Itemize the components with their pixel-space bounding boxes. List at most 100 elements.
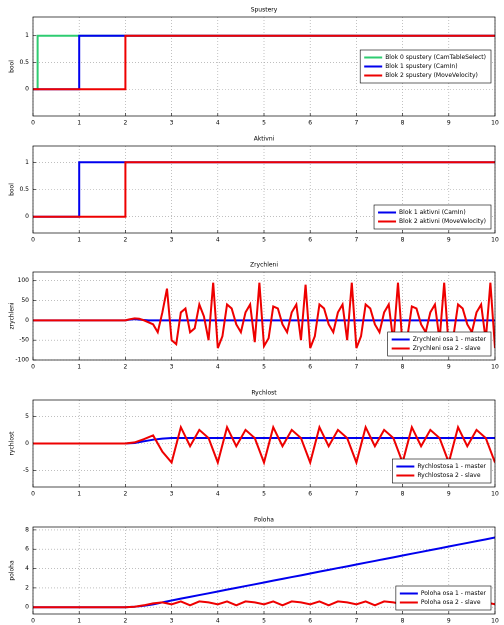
series-line <box>33 161 495 218</box>
x-tick-label: 8 <box>401 237 405 244</box>
chart-title: Spustery <box>251 7 278 14</box>
legend-label: Blok 2 aktivni (MoveVelocity) <box>399 218 486 225</box>
legend-label: Blok 2 spustery (MoveVelocity) <box>385 72 478 79</box>
x-tick-label: 9 <box>447 364 451 371</box>
y-tick-label: 0 <box>25 213 29 220</box>
x-tick-label: 4 <box>216 120 220 127</box>
x-tick-label: 6 <box>308 491 312 498</box>
y-tick-label: 100 <box>18 277 30 284</box>
chart-title: Aktivni <box>254 136 275 143</box>
x-tick-label: 2 <box>123 364 127 371</box>
legend-label: Rychlostosa 2 - slave <box>417 472 481 479</box>
x-tick-label: 3 <box>170 120 174 127</box>
y-tick-label: -100 <box>15 357 29 364</box>
legend-label: Zrychleni osa 1 - master <box>413 336 487 343</box>
x-tick-label: 4 <box>216 237 220 244</box>
x-tick-label: 1 <box>77 618 81 625</box>
series-line <box>33 424 495 466</box>
y-tick-label: 1 <box>25 32 29 39</box>
legend-box <box>395 585 492 611</box>
y-tick-label: 1 <box>25 159 29 166</box>
x-tick-label: 5 <box>262 491 266 498</box>
x-tick-label: 10 <box>491 237 499 244</box>
x-tick-label: 9 <box>447 491 451 498</box>
legend: Blok 1 aktivni (CamIn) Blok 2 aktivni (Mo… <box>373 204 492 230</box>
y-axis-label: zrychleni <box>9 302 16 329</box>
x-tick-label: 2 <box>123 120 127 127</box>
x-tick-label: 0 <box>31 364 35 371</box>
y-tick-label: 0 <box>25 86 29 93</box>
y-tick-label: 0 <box>25 317 29 324</box>
x-tick-label: 7 <box>354 237 358 244</box>
y-tick-label: 0 <box>25 440 29 447</box>
x-tick-label: 0 <box>31 491 35 498</box>
x-tick-label: 3 <box>170 237 174 244</box>
plot-frame <box>32 145 496 234</box>
legend-label: Blok 1 spustery (CamIn) <box>385 63 457 70</box>
x-tick-label: 0 <box>31 120 35 127</box>
x-tick-label: 9 <box>447 237 451 244</box>
x-tick-label: 4 <box>216 491 220 498</box>
x-tick-label: 10 <box>491 491 499 498</box>
plot-frame <box>32 526 496 615</box>
y-tick-label: 6 <box>25 546 29 553</box>
x-tick-label: 0 <box>31 237 35 244</box>
x-tick-label: 6 <box>308 618 312 625</box>
x-tick-label: 7 <box>354 120 358 127</box>
x-tick-label: 8 <box>401 618 405 625</box>
x-tick-label: 6 <box>308 120 312 127</box>
chart-title: Rychlost <box>251 390 277 397</box>
legend-label: Blok 1 aktivni (CamIn) <box>399 209 466 216</box>
legend: Rychlostosa 1 - master Rychlostosa 2 - sl… <box>392 458 492 484</box>
x-tick-label: 0 <box>31 618 35 625</box>
x-tick-label: 10 <box>491 364 499 371</box>
plot-frame <box>32 399 496 488</box>
x-tick-label: 5 <box>262 237 266 244</box>
x-tick-label: 2 <box>123 237 127 244</box>
legend-label: Zrychleni osa 2 - slave <box>413 345 481 352</box>
y-tick-label: 0.5 <box>19 186 29 193</box>
legend-box <box>387 331 492 357</box>
plot-frame <box>32 271 496 361</box>
legend: Zrychleni osa 1 - master Zrychleni osa 2 … <box>387 331 492 357</box>
legend: Blok 0 spustery (CamTableSelect) Blok 1 s… <box>359 49 492 84</box>
y-axis-label: rychlost <box>9 431 16 456</box>
x-tick-label: 8 <box>401 491 405 498</box>
x-tick-label: 4 <box>216 618 220 625</box>
x-tick-label: 5 <box>262 364 266 371</box>
x-tick-label: 9 <box>447 120 451 127</box>
legend-label: Rychlostosa 1 - master <box>417 463 486 470</box>
y-axis-label: bool <box>9 183 16 196</box>
legend-label: Poloha osa 2 - slave <box>421 599 481 606</box>
x-tick-label: 2 <box>123 491 127 498</box>
chart-title: Zrychleni <box>250 262 278 269</box>
x-tick-label: 8 <box>401 364 405 371</box>
x-tick-label: 7 <box>354 491 358 498</box>
x-tick-label: 6 <box>308 237 312 244</box>
x-tick-label: 3 <box>170 364 174 371</box>
legend-label: Poloha osa 1 - master <box>421 590 487 597</box>
legend-label: Blok 0 spustery (CamTableSelect) <box>385 54 486 61</box>
y-axis-label: bool <box>9 60 16 73</box>
chart-title: Poloha <box>254 517 274 524</box>
x-tick-label: 7 <box>354 618 358 625</box>
y-tick-label: 0 <box>25 604 29 611</box>
x-tick-label: 4 <box>216 364 220 371</box>
x-tick-label: 3 <box>170 618 174 625</box>
x-tick-label: 5 <box>262 120 266 127</box>
x-tick-label: 1 <box>77 120 81 127</box>
x-tick-label: 10 <box>491 618 499 625</box>
x-tick-label: 7 <box>354 364 358 371</box>
x-tick-label: 9 <box>447 618 451 625</box>
x-tick-label: 1 <box>77 237 81 244</box>
y-tick-label: 0.5 <box>19 59 29 66</box>
x-tick-label: 1 <box>77 364 81 371</box>
y-tick-label: -5 <box>23 467 29 474</box>
y-tick-label: 50 <box>21 297 29 304</box>
legend: Poloha osa 1 - master Poloha osa 2 - slav… <box>395 585 492 611</box>
x-tick-label: 1 <box>77 491 81 498</box>
x-tick-label: 8 <box>401 120 405 127</box>
y-tick-label: -50 <box>19 337 29 344</box>
x-tick-label: 2 <box>123 618 127 625</box>
